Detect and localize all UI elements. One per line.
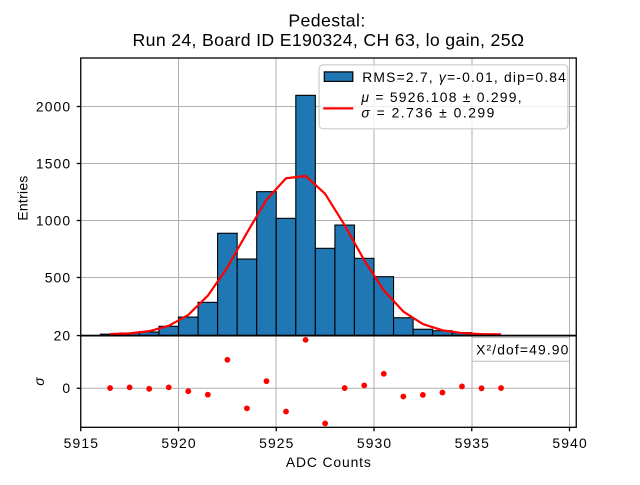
svg-text:RMS=2.7, γ=-0.01, dip=0.84: RMS=2.7, γ=-0.01, dip=0.84 — [362, 69, 567, 85]
svg-text:5925: 5925 — [259, 435, 294, 451]
svg-text:5920: 5920 — [161, 435, 196, 451]
svg-text:1500: 1500 — [36, 155, 71, 171]
svg-text:500: 500 — [45, 269, 72, 285]
svg-text:5935: 5935 — [455, 435, 490, 451]
svg-text:Run 24, Board ID E190324, CH 6: Run 24, Board ID E190324, CH 63, lo gain… — [133, 30, 525, 50]
svg-text:σ: σ — [31, 377, 47, 386]
svg-text:Entries: Entries — [14, 175, 30, 220]
svg-text:μ = 5926.108 ± 0.299,: μ = 5926.108 ± 0.299, — [360, 89, 522, 105]
svg-text:5930: 5930 — [357, 435, 392, 451]
svg-text:1000: 1000 — [36, 212, 71, 228]
svg-text:Pedestal:: Pedestal: — [288, 11, 365, 31]
svg-text:X²/dof=49.90: X²/dof=49.90 — [476, 342, 569, 358]
svg-text:0: 0 — [62, 380, 71, 396]
svg-text:2000: 2000 — [36, 98, 71, 114]
svg-text:5915: 5915 — [64, 435, 99, 451]
svg-text:5940: 5940 — [552, 435, 587, 451]
svg-text:σ = 2.736 ± 0.299: σ = 2.736 ± 0.299 — [361, 105, 495, 121]
svg-text:20: 20 — [54, 328, 72, 344]
svg-text:ADC Counts: ADC Counts — [286, 454, 372, 470]
